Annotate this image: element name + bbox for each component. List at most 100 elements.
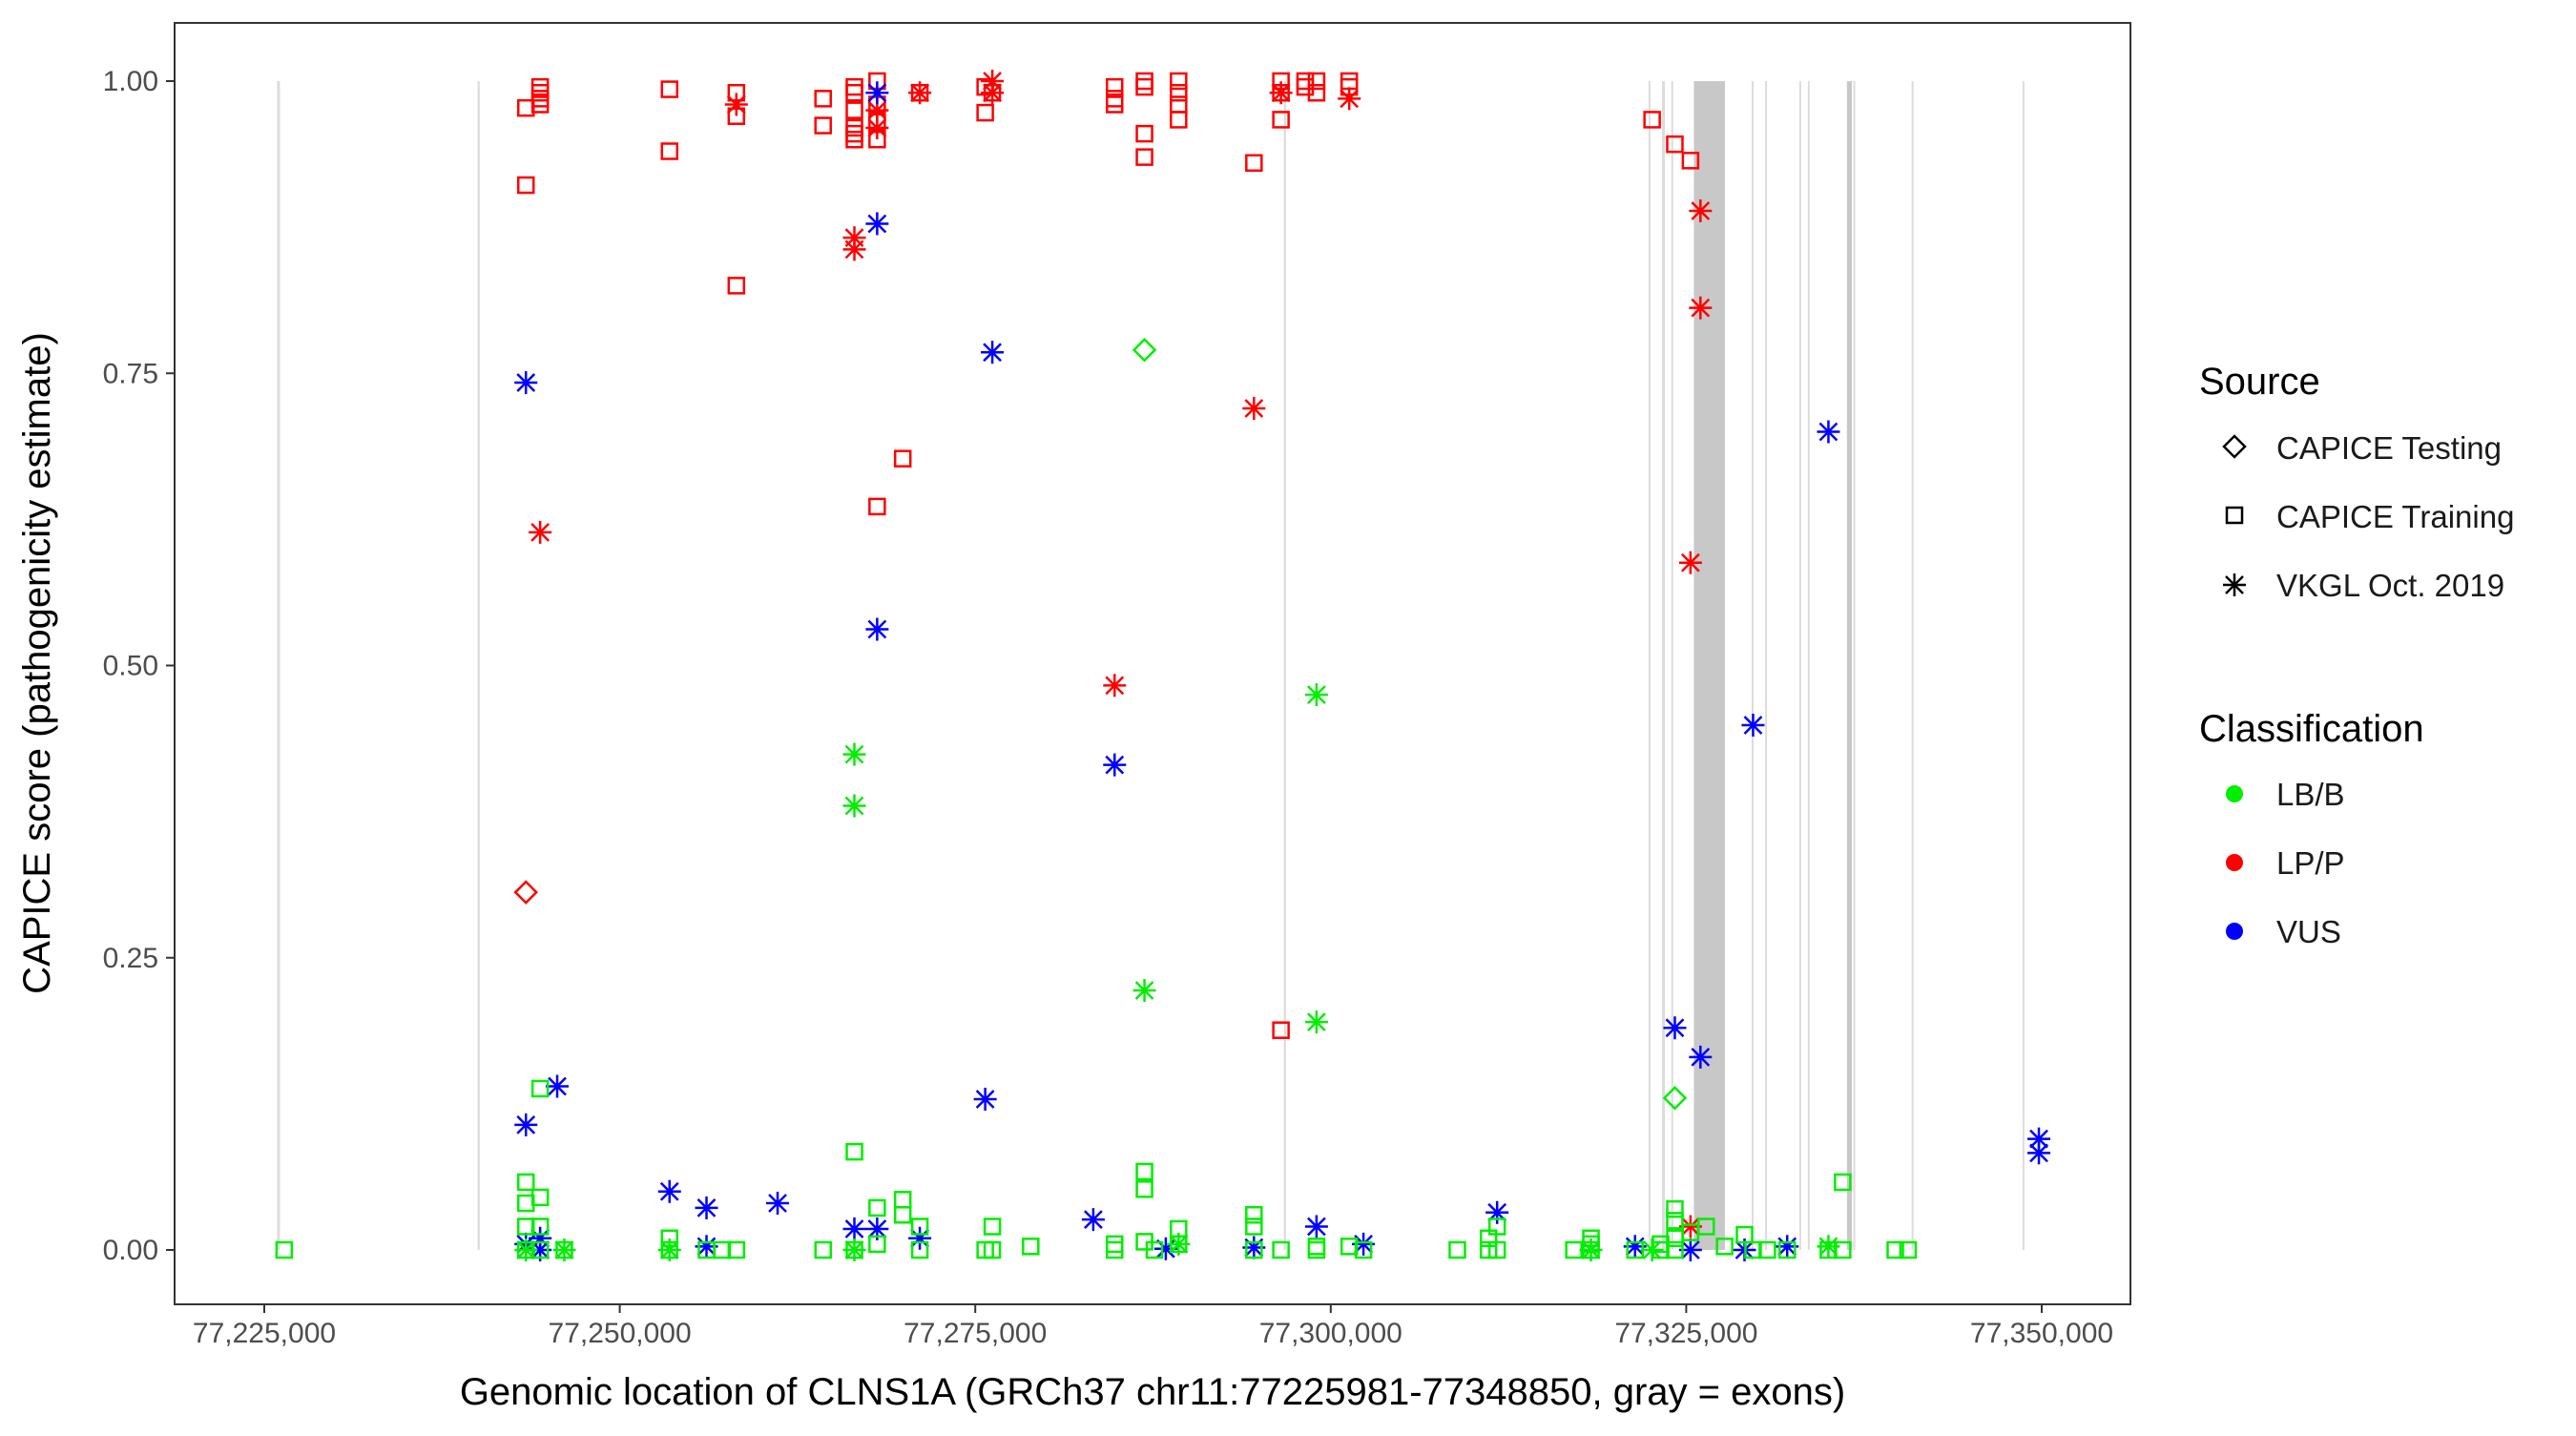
point-vkgl [865, 81, 889, 105]
point-vkgl [908, 1226, 932, 1250]
point-vkgl [766, 1192, 790, 1215]
y-axis-ticks: 0.00 0.25 0.50 0.75 1.00 [103, 66, 175, 1266]
point-training [530, 95, 550, 114]
point-vkgl [1689, 198, 1713, 222]
y-axis-title: CAPICE score (pathogenicity estimate) [16, 332, 58, 994]
point-training [868, 1235, 886, 1254]
point-training [1715, 1238, 1734, 1256]
point-training [1487, 1240, 1506, 1259]
point-training [845, 1142, 863, 1161]
point-training [1834, 1240, 1852, 1259]
point-training [1272, 111, 1290, 129]
exon-band [1671, 81, 1673, 1250]
point-vkgl [842, 742, 866, 766]
point-training [1666, 1240, 1684, 1259]
point-training [660, 1240, 679, 1259]
exon-band [1283, 81, 1286, 1250]
x-axis-ticks: 77,225,000 77,250,000 77,275,000 77,300,000… [193, 1304, 2113, 1349]
point-training [1582, 1240, 1600, 1259]
point-training [1245, 154, 1263, 172]
asterisk-icon [2223, 573, 2246, 596]
plot-panel-background [175, 23, 2130, 1304]
point-training [910, 1217, 929, 1236]
point-training [1487, 1217, 1506, 1236]
point-training [1106, 1240, 1124, 1259]
point-vkgl [1678, 551, 1702, 574]
point-vkgl [1689, 296, 1713, 320]
point-training [893, 1206, 912, 1224]
point-training [1170, 111, 1188, 129]
point-training [1697, 1217, 1715, 1236]
point-vkgl [865, 116, 889, 139]
point-training [555, 1240, 573, 1259]
point-vkgl [865, 212, 889, 236]
point-training [1135, 77, 1153, 96]
point-training [530, 1188, 550, 1207]
legend-label: CAPICE Training [2276, 499, 2514, 534]
point-training [1777, 1240, 1797, 1259]
point-training [1666, 1199, 1684, 1218]
point-testing [513, 880, 539, 905]
point-vkgl [514, 371, 538, 395]
x-tick-label: 77,275,000 [904, 1318, 1047, 1349]
legend-item-vkgl: VKGL Oct. 2019 [2223, 568, 2504, 603]
legend-item-lb-b: LB/B [2226, 777, 2345, 812]
legend-item-lp-p: LP/P [2226, 845, 2345, 881]
x-tick-label: 77,250,000 [549, 1318, 692, 1349]
point-training [845, 1240, 863, 1259]
legend-label: LB/B [2276, 777, 2345, 812]
green-dot-icon [2226, 785, 2243, 802]
point-training [516, 1173, 535, 1192]
point-training [275, 1240, 294, 1259]
point-vkgl [981, 81, 1005, 105]
point-vkgl [1269, 81, 1293, 105]
legend-label: VKGL Oct. 2019 [2276, 568, 2504, 603]
y-tick-label: 0.00 [103, 1235, 158, 1266]
legend-item-capice-training: CAPICE Training [2225, 499, 2514, 534]
point-training [1135, 1162, 1153, 1181]
point-training [976, 103, 994, 122]
point-vkgl [1103, 753, 1127, 777]
legend-item-vus: VUS [2226, 914, 2341, 949]
data-points [275, 70, 2051, 1261]
point-vkgl [1081, 1208, 1105, 1232]
point-vkgl [1304, 683, 1328, 707]
point-training [1245, 1217, 1263, 1236]
point-training [1170, 84, 1188, 102]
point-vkgl [981, 341, 1005, 364]
point-training [1834, 1173, 1852, 1192]
point-vkgl [1103, 674, 1127, 697]
x-tick-label: 77,350,000 [1970, 1318, 2113, 1349]
point-training [660, 80, 679, 98]
point-training [868, 1198, 886, 1217]
exon-band [2022, 81, 2025, 1250]
point-vkgl [842, 238, 866, 261]
legend-item-capice-testing: CAPICE Testing [2222, 430, 2502, 466]
point-training [1022, 1238, 1040, 1256]
point-training [1170, 1235, 1188, 1254]
point-vkgl [1817, 420, 1840, 444]
point-vkgl [973, 1087, 997, 1111]
point-training [1145, 1240, 1164, 1259]
point-training [1758, 1240, 1776, 1259]
point-training [814, 1240, 832, 1259]
point-training [1681, 152, 1700, 170]
point-vkgl [1741, 713, 1765, 737]
point-training [1170, 72, 1188, 91]
x-axis-title: Genomic location of CLNS1A (GRCh37 chr11… [460, 1371, 1845, 1413]
x-tick-label: 77,325,000 [1614, 1318, 1757, 1349]
y-tick-label: 0.50 [103, 651, 158, 682]
point-training [660, 142, 679, 160]
point-training [1354, 1240, 1373, 1259]
point-vkgl [1623, 1235, 1647, 1259]
point-training [1296, 77, 1315, 96]
x-tick-label: 77,225,000 [193, 1318, 336, 1349]
point-training [845, 101, 863, 119]
point-vkgl [1689, 1045, 1713, 1069]
point-vkgl [842, 794, 866, 818]
exon-band [1807, 81, 1810, 1250]
point-training [1245, 1206, 1263, 1224]
legend-source-title: Source [2199, 361, 2320, 403]
point-training [893, 449, 912, 468]
